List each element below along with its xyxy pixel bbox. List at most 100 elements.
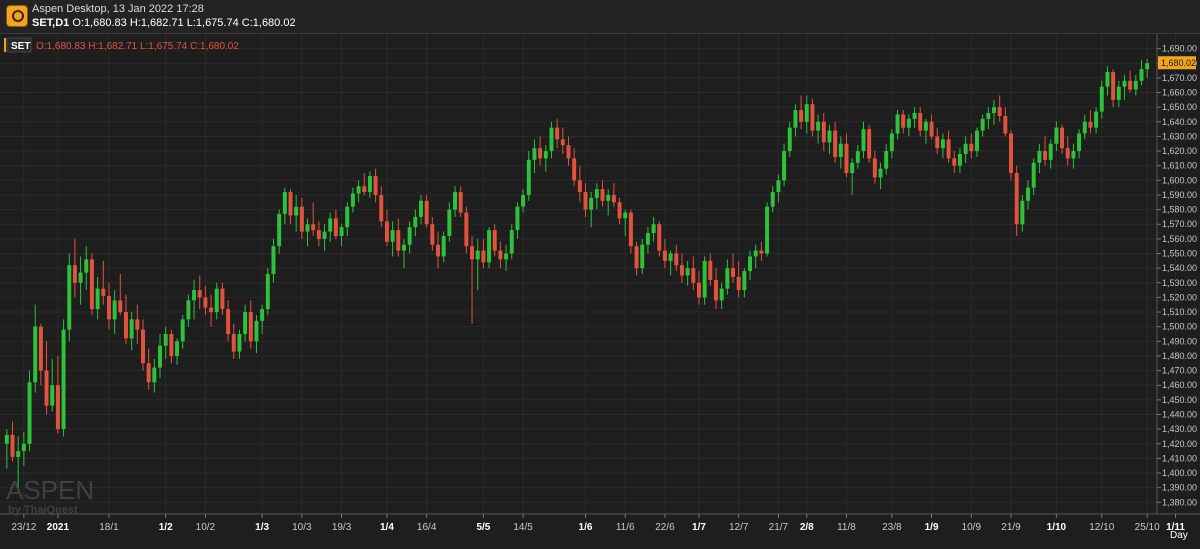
candle bbox=[611, 183, 616, 207]
candle bbox=[350, 187, 355, 213]
candle bbox=[714, 268, 718, 310]
candle bbox=[889, 129, 894, 159]
candle bbox=[282, 187, 287, 225]
candle-body bbox=[543, 151, 548, 159]
candle bbox=[736, 260, 741, 298]
candlestick-chart[interactable]: 1,380.00 1,390.00 1,400.00 1,410.00 1,420.00… bbox=[0, 34, 1200, 544]
aspen-logo-icon bbox=[6, 5, 28, 27]
candle-body bbox=[986, 113, 991, 119]
time-tick-label: 1/3 bbox=[255, 522, 269, 533]
candle bbox=[844, 133, 849, 178]
candle-body bbox=[731, 268, 736, 277]
candle bbox=[4, 429, 9, 469]
candle-body bbox=[1003, 115, 1008, 134]
price-tick-label: 1,630.00 bbox=[1162, 131, 1197, 141]
candle bbox=[850, 158, 855, 195]
price-tick-label: 1,470.00 bbox=[1162, 366, 1197, 376]
watermark-byline: by ThaiQuest bbox=[8, 504, 78, 516]
candle-body bbox=[214, 288, 219, 313]
candle bbox=[328, 212, 333, 242]
candle bbox=[362, 173, 367, 195]
candle-body bbox=[311, 224, 316, 231]
candle-body bbox=[1065, 148, 1070, 159]
candle-body bbox=[4, 434, 9, 444]
candle bbox=[952, 151, 957, 174]
price-tick-label: 1,500.00 bbox=[1162, 322, 1197, 332]
candle bbox=[974, 127, 979, 157]
candle-body bbox=[679, 265, 684, 276]
candle-body bbox=[555, 127, 560, 140]
candle-body bbox=[634, 246, 639, 269]
chart-area[interactable]: 1,380.00 1,390.00 1,400.00 1,410.00 1,420.00… bbox=[0, 34, 1200, 544]
candle bbox=[254, 314, 259, 354]
candle bbox=[594, 183, 599, 210]
candle-body bbox=[384, 221, 389, 242]
candle-body bbox=[180, 319, 185, 342]
candle-body bbox=[418, 200, 423, 217]
candle-body bbox=[413, 216, 418, 228]
candle-body bbox=[390, 230, 395, 242]
candle-body bbox=[186, 300, 191, 320]
candle bbox=[532, 139, 537, 174]
candle bbox=[226, 300, 231, 342]
candle-body bbox=[912, 113, 917, 119]
time-tick-label: 1/11 bbox=[1166, 522, 1185, 533]
candle bbox=[294, 194, 299, 232]
price-tick-label: 1,570.00 bbox=[1162, 219, 1197, 229]
candle-body bbox=[696, 282, 701, 298]
candle bbox=[220, 282, 225, 315]
candle-body bbox=[1043, 151, 1048, 160]
candle bbox=[867, 124, 872, 163]
candle-body bbox=[356, 186, 361, 194]
candle-body bbox=[935, 136, 940, 149]
candle bbox=[753, 244, 758, 269]
candle bbox=[1139, 60, 1144, 86]
candle bbox=[1026, 180, 1031, 210]
price-tick-label: 1,660.00 bbox=[1162, 88, 1197, 98]
candle bbox=[645, 227, 650, 254]
candle-body bbox=[532, 148, 537, 160]
candle-body bbox=[367, 175, 372, 193]
time-tick-label: 2/8 bbox=[800, 522, 814, 533]
time-tick-label: 21/9 bbox=[1001, 522, 1021, 533]
candle bbox=[719, 282, 724, 310]
candle bbox=[963, 136, 968, 163]
candle-body bbox=[628, 212, 633, 247]
candle-body bbox=[67, 265, 72, 330]
candle-body bbox=[957, 154, 962, 166]
candle-body bbox=[855, 151, 860, 163]
candle-body bbox=[685, 268, 690, 276]
candle-body bbox=[175, 341, 180, 356]
candle-body bbox=[1145, 63, 1150, 70]
price-tick-label: 1,560.00 bbox=[1162, 234, 1197, 244]
candle-body bbox=[407, 227, 412, 245]
candle-body bbox=[974, 130, 979, 152]
candle bbox=[316, 221, 321, 247]
candle-body bbox=[487, 230, 492, 263]
symbol-timeframe: SET,D1 bbox=[32, 17, 70, 29]
app-title: Aspen Desktop, 13 Jan 2022 17:28 bbox=[32, 3, 204, 15]
candle bbox=[1094, 107, 1099, 134]
price-tick-label: 1,460.00 bbox=[1162, 380, 1197, 390]
candle-body bbox=[651, 224, 656, 234]
price-tick-label: 1,520.00 bbox=[1162, 292, 1197, 302]
candle-body bbox=[123, 312, 128, 339]
candle bbox=[112, 290, 117, 334]
candle bbox=[1020, 194, 1025, 232]
candle bbox=[277, 209, 282, 254]
candle bbox=[606, 189, 611, 216]
candle bbox=[89, 253, 94, 315]
candle bbox=[623, 209, 628, 236]
time-tick-label: 23/8 bbox=[882, 522, 902, 533]
time-tick-label: 10/9 bbox=[962, 522, 982, 533]
candle-body bbox=[560, 139, 565, 146]
candle bbox=[776, 174, 781, 203]
time-axis[interactable]: 23/12 2021 18/1 1/2 10/2 1/3 10/3 19/3 1/4 16/4 5/… bbox=[11, 514, 1200, 533]
candle bbox=[940, 133, 945, 159]
candle-body bbox=[441, 235, 446, 257]
candle bbox=[577, 165, 582, 203]
candle bbox=[418, 194, 423, 225]
candle bbox=[855, 145, 860, 169]
candle bbox=[685, 260, 690, 286]
price-tick-label: 1,530.00 bbox=[1162, 278, 1197, 288]
